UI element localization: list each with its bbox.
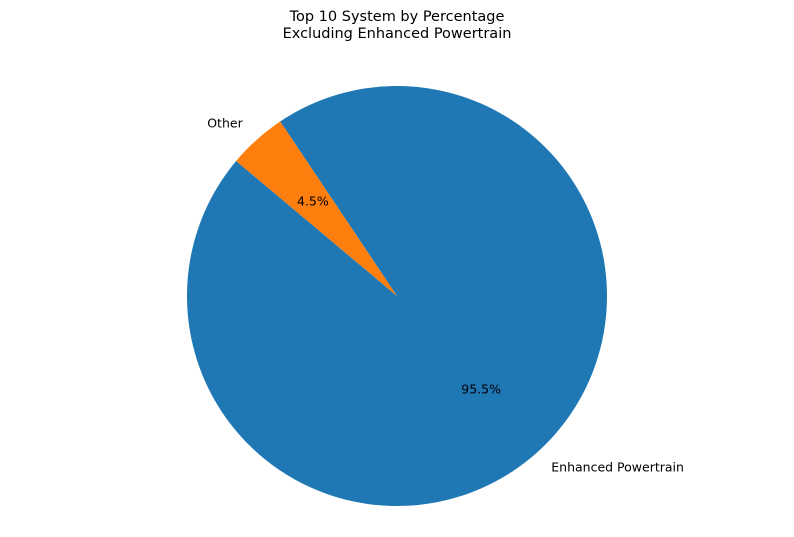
- pie-slice-enhanced-powertrain: [186, 86, 607, 507]
- pie-labels: Enhanced Powertrain 95.5% Other 4.5%: [207, 116, 684, 475]
- pie-slice-other: [236, 121, 397, 297]
- chart-title-line-1: Top 10 System by Percentage: [289, 9, 505, 25]
- slice-label-enhanced-powertrain: Enhanced Powertrain: [551, 459, 684, 474]
- pie-slices: [186, 86, 607, 507]
- slice-label-other: Other: [207, 116, 243, 131]
- chart-title-line-2: Excluding Enhanced Powertrain: [283, 26, 512, 42]
- pct-label-enhanced-powertrain: 95.5%: [461, 381, 501, 396]
- pct-label-other: 4.5%: [297, 194, 329, 209]
